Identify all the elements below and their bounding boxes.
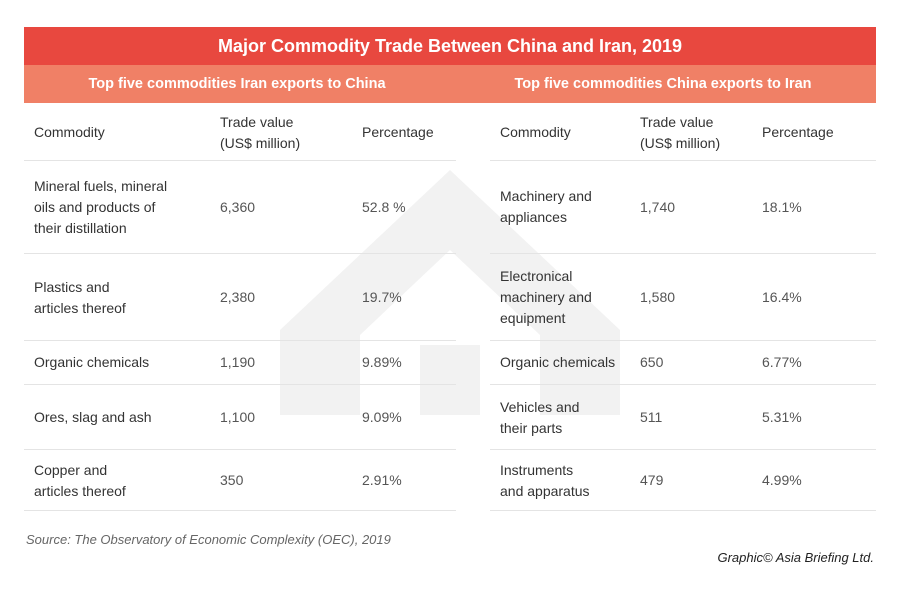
watermark-logo [280,170,620,415]
left-col-trade-value: Trade value (US$ million) [220,114,301,151]
table-row-percent: 16.4% [762,289,802,305]
left-row-divider [24,340,456,341]
table-row-percent: 19.7% [362,289,402,305]
left-col-commodity: Commodity [34,124,105,140]
china-exports-heading: Top five commodities China exports to Ir… [514,76,812,92]
right-col-trade-value: Trade value (US$ million) [640,114,721,151]
right-row-divider [490,253,876,254]
table-row-commodity: Instruments and apparatus [500,462,590,499]
table-row-commodity: Mineral fuels, mineral oils and products… [34,178,168,236]
table-row-percent: 2.91% [362,472,402,488]
left-col-percentage: Percentage [362,124,434,140]
right-col-percentage: Percentage [762,124,834,140]
table-row-value: 479 [640,472,664,488]
table-row-percent: 52.8 % [362,199,406,215]
table-row-commodity: Organic chemicals [34,354,150,370]
table-row-value: 1,100 [220,409,256,425]
table-row-value: 650 [640,354,664,370]
right-row-divider [490,340,876,341]
right-col-commodity: Commodity [500,124,571,140]
table-row-value: 2,380 [220,289,256,305]
section-headings: Top five commodities Iran exports to Chi… [24,65,876,103]
table-row-commodity: Ores, slag and ash [34,409,152,425]
iran-exports-heading: Top five commodities Iran exports to Chi… [88,76,386,92]
table-row-value: 1,190 [220,354,256,370]
source-note: Source: The Observatory of Economic Comp… [26,532,391,547]
left-row-divider [24,253,456,254]
table-row-commodity: Electronical machinery and equipment [500,268,592,326]
left-header-divider [24,160,456,161]
table-row-commodity: Copper and articles thereof [34,462,126,499]
table-row-commodity: Plastics and articles thereof [34,279,126,316]
table-row-value: 511 [640,409,663,425]
graphic-credit: Graphic© Asia Briefing Ltd. [717,550,874,565]
table-row-percent: 9.89% [362,354,402,370]
right-header-divider [490,160,876,161]
table-row-percent: 9.09% [362,409,402,425]
table-row-commodity: Machinery and appliances [500,188,592,225]
table-row-value: 1,740 [640,199,676,215]
table-row-commodity: Vehicles and their parts [500,399,580,436]
left-table-bottom [24,510,456,511]
table-row-value: 350 [220,472,244,488]
left-row-divider [24,449,456,450]
table-row-percent: 5.31% [762,409,802,425]
table-title: Major Commodity Trade Between China and … [24,27,876,65]
table-row-percent: 6.77% [762,354,802,370]
table-row-commodity: Organic chemicals [500,354,616,370]
table-row-value: 6,360 [220,199,256,215]
right-row-divider [490,384,876,385]
right-table-bottom [490,510,876,511]
right-row-divider [490,449,876,450]
table-row-percent: 4.99% [762,472,802,488]
left-row-divider [24,384,456,385]
table-row-percent: 18.1% [762,199,802,215]
table-row-value: 1,580 [640,289,676,305]
